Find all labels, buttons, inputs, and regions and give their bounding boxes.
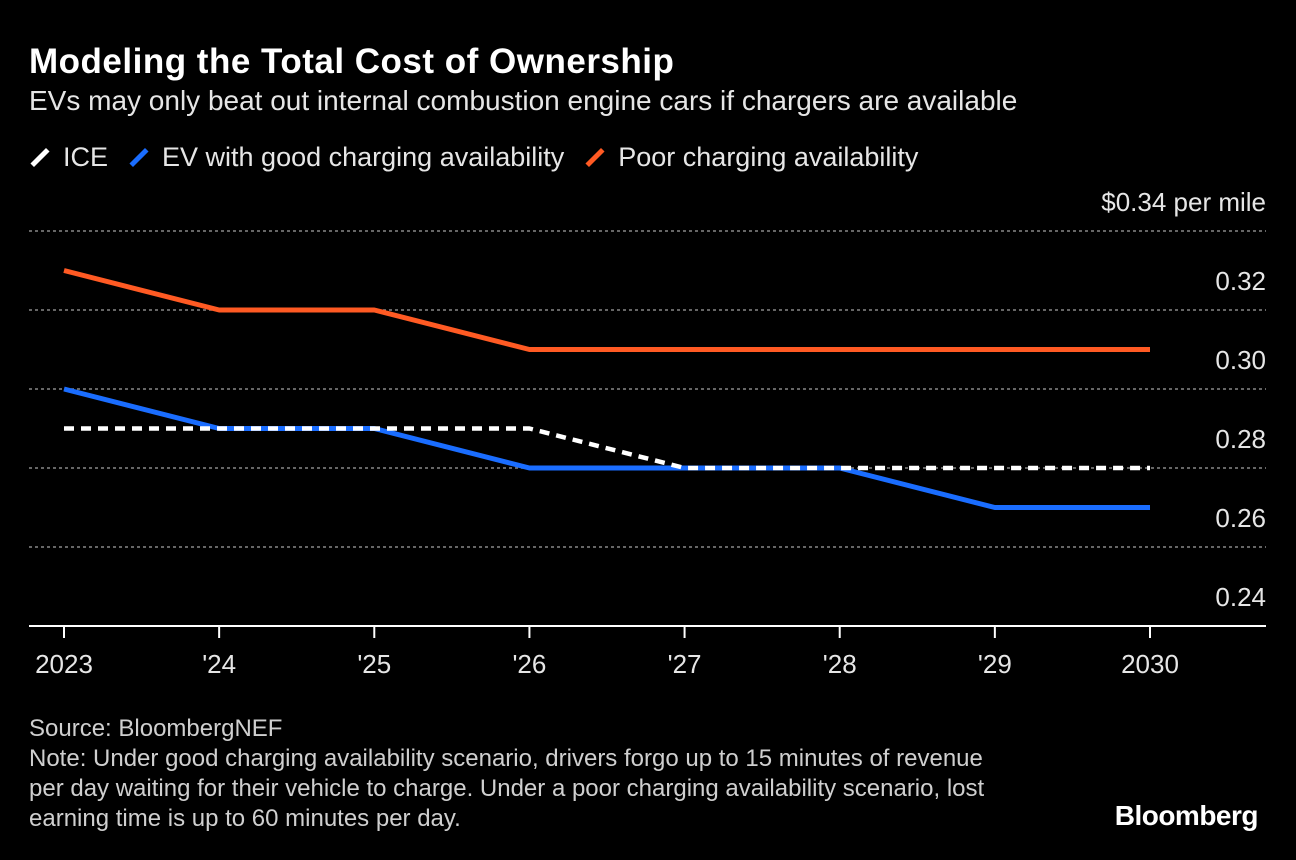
y-tick-label: 0.32 [1215, 266, 1266, 296]
source-text: Source: BloombergNEF [29, 715, 283, 742]
y-tick-label: 0.26 [1215, 503, 1266, 533]
legend-item-ev-good: EV with good charging availability [128, 142, 564, 173]
y-tick-label: 0.24 [1215, 582, 1266, 612]
legend-label: ICE [63, 142, 109, 172]
x-tick-label: '24 [202, 649, 236, 679]
legend: ICE EV with good charging availability P… [29, 142, 938, 173]
x-tick-label: 2023 [35, 649, 93, 679]
chart-subtitle: EVs may only beat out internal combustio… [29, 85, 1018, 116]
footer: Source: BloombergNEF Note: Under good ch… [29, 714, 1029, 834]
x-tick-label: '27 [668, 649, 702, 679]
y-tick-label: 0.30 [1215, 345, 1266, 375]
legend-item-poor: Poor charging availability [584, 142, 918, 173]
series-line-poor-charging-availability [63, 268, 1150, 352]
bloomberg-logo: Bloomberg [1114, 800, 1259, 831]
legend-item-ice: ICE [29, 142, 108, 173]
legend-label: Poor charging availability [618, 142, 919, 172]
x-tick-label: '26 [512, 649, 546, 679]
chart-title: Modeling the Total Cost of Ownership [29, 42, 675, 81]
x-tick-label: '29 [978, 649, 1012, 679]
y-tick-label: $0.34 per mile [1101, 187, 1266, 217]
series-line-ice [64, 426, 1150, 471]
note-text: Note: Under good charging availability s… [29, 745, 985, 832]
x-tick-label: '28 [823, 649, 857, 679]
x-tick-label: 2030 [1121, 649, 1179, 679]
x-tick-label: '25 [357, 649, 391, 679]
y-tick-label: 0.28 [1215, 424, 1266, 454]
series-line-ev-with-good-charging-availability [63, 386, 1150, 510]
legend-label: EV with good charging availability [162, 142, 565, 172]
